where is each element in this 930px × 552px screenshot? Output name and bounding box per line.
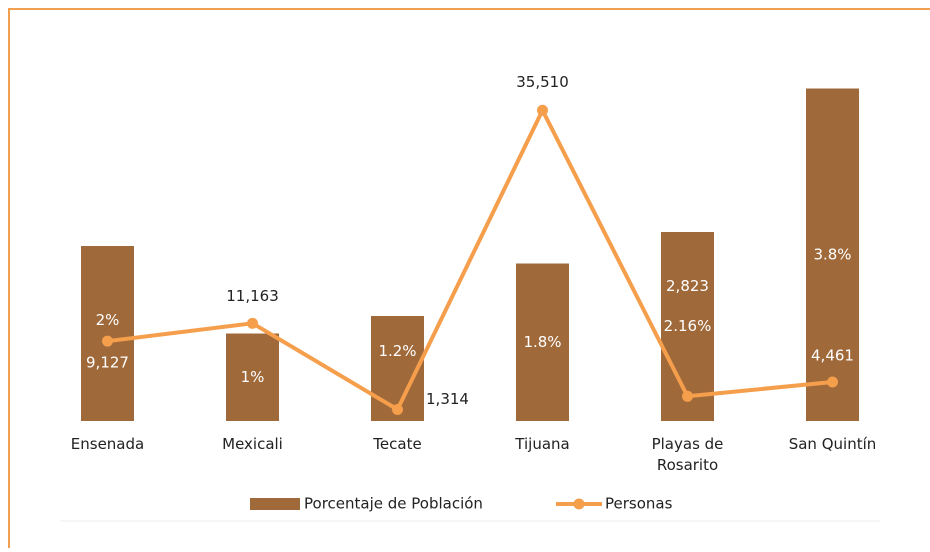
line-value-label: 9,127: [86, 354, 129, 372]
x-tick-label: Tijuana: [515, 435, 570, 453]
bar-value-label: 1.2%: [378, 342, 416, 360]
line-value-label: 1,314: [426, 390, 469, 408]
x-tick-label: Playas de Rosarito: [651, 435, 724, 474]
line-value-label: 11,163: [226, 287, 279, 305]
bar: [806, 88, 859, 421]
x-tick-label: Ensenada: [70, 435, 145, 453]
legend-swatch: [250, 498, 300, 510]
line: [107, 105, 833, 413]
line-value-label: 35,510: [516, 73, 569, 91]
x-tick-label: Tecate: [373, 435, 422, 453]
bar: [81, 246, 134, 421]
line-point: [537, 104, 548, 116]
line-point: [247, 317, 258, 329]
line-point: [827, 376, 838, 388]
legend-label: Porcentaje de Población: [304, 495, 483, 513]
bar-value-label: 1%: [241, 368, 265, 386]
bar: [226, 333, 279, 421]
bar-value-label: 2.16%: [664, 317, 712, 335]
legend-swatch: [573, 498, 585, 510]
line-point: [682, 390, 693, 402]
bar-value-label: 1.8%: [523, 333, 561, 351]
x-tick-label: Mexicali: [222, 435, 283, 453]
bar-value-label: 2%: [96, 311, 120, 329]
x-tick-label: San Quintín: [788, 435, 877, 453]
bar: [661, 232, 714, 421]
line-value-label: 4,461: [811, 346, 854, 364]
bar-value-label: 3.8%: [813, 245, 851, 263]
legend-label: Personas: [605, 495, 673, 513]
line-point: [392, 404, 403, 416]
line-point: [102, 335, 113, 347]
line-value-label: 2,823: [666, 277, 709, 295]
bar: [516, 263, 569, 421]
